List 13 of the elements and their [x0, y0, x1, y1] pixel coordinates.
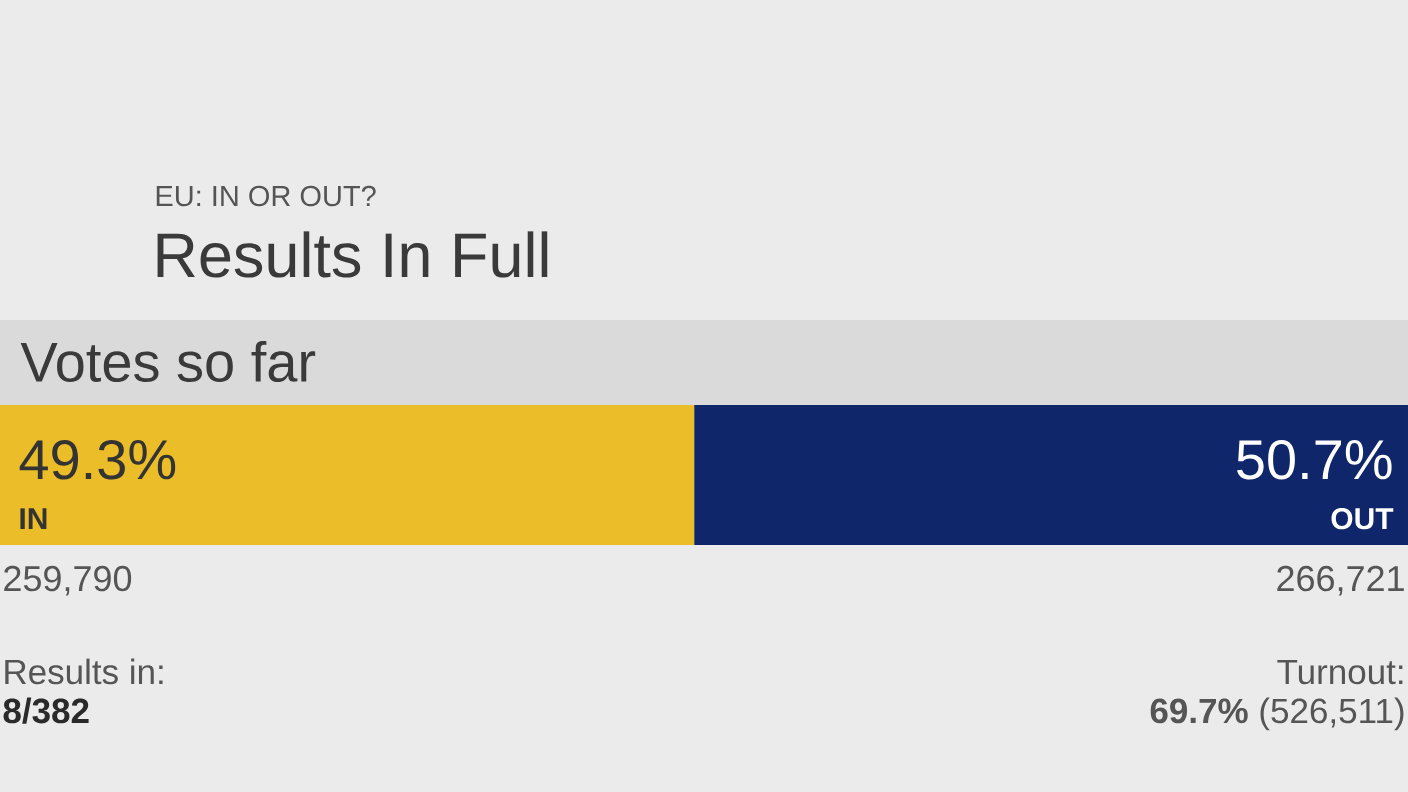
text: Turnout: — [1277, 659, 1403, 685]
chart-title: EU: IN OR OUT? — [156, 185, 376, 207]
text: 8/382 — [3, 697, 89, 724]
series-label: IN — [20, 508, 47, 529]
text: 266,721 — [1277, 565, 1404, 596]
series-label: OUT — [1331, 508, 1394, 530]
text: 69.7% (526,511) — [1150, 697, 1404, 731]
text: Results in: — [5, 658, 163, 685]
text: Votes so far — [20, 340, 316, 383]
data-label: 49.3% — [19, 439, 176, 480]
chart-subtitle: Results In Full — [157, 231, 548, 278]
text: 259,790 — [4, 565, 132, 596]
data-label: 50.7% — [1237, 439, 1392, 480]
